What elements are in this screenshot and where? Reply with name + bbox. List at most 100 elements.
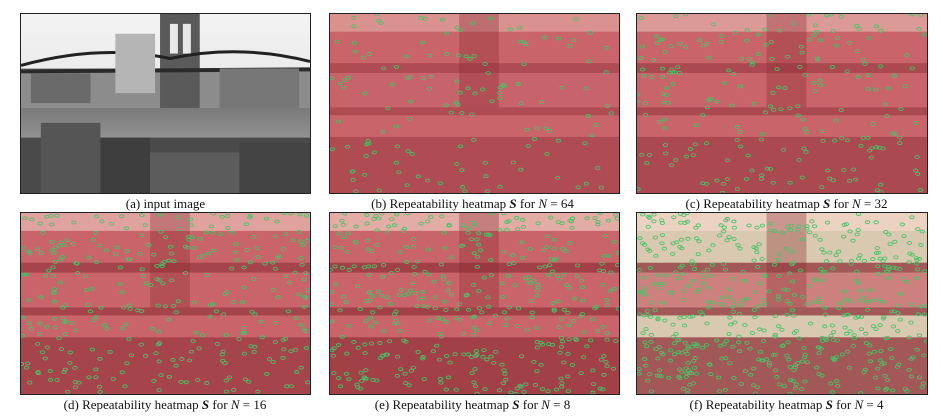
- keypoint-marker: [196, 346, 202, 351]
- keypoint-marker: [685, 284, 692, 288]
- keypoint-marker: [902, 387, 909, 391]
- keypoint-marker: [360, 55, 367, 60]
- keypoint-marker: [270, 360, 276, 365]
- keypoint-marker: [64, 389, 71, 394]
- keypoint-marker: [463, 54, 469, 59]
- keypoint-marker: [743, 177, 750, 182]
- keypoint-marker: [685, 236, 691, 241]
- keypoint-marker: [797, 268, 803, 273]
- keypoint-marker: [660, 352, 666, 357]
- keypoint-marker: [677, 315, 683, 320]
- keypoint-marker: [67, 361, 73, 365]
- keypoint-marker: [330, 302, 335, 307]
- caption-label: (b): [371, 196, 387, 211]
- keypoint-marker: [750, 383, 757, 388]
- keypoint-marker: [641, 73, 647, 78]
- keypoint-marker: [434, 343, 440, 348]
- keypoint-marker: [376, 216, 382, 221]
- keypoint-marker: [566, 323, 572, 328]
- keypoint-marker: [159, 262, 165, 267]
- keypoint-marker: [142, 223, 148, 228]
- caption-label: (f): [689, 397, 703, 412]
- keypoint-marker: [858, 391, 864, 394]
- keypoint-marker: [603, 70, 609, 75]
- keypoint-marker: [642, 100, 649, 105]
- keypoint-marker: [339, 334, 345, 339]
- keypoint-marker: [496, 388, 503, 393]
- heatmap-svg: [330, 14, 619, 193]
- keypoint-marker: [196, 255, 203, 260]
- keypoint-marker: [159, 264, 165, 269]
- keypoint-marker: [821, 250, 827, 255]
- keypoint-marker: [474, 328, 480, 333]
- keypoint-marker: [656, 273, 662, 278]
- keypoint-marker: [896, 362, 902, 367]
- keypoint-marker: [453, 387, 459, 392]
- keypoint-marker: [578, 278, 585, 283]
- keypoint-marker: [882, 387, 889, 392]
- keypoint-marker: [751, 366, 757, 371]
- keypoint-marker: [389, 217, 395, 222]
- keypoint-marker: [394, 213, 400, 217]
- keypoint-marker: [656, 345, 662, 350]
- keypoint-marker: [459, 111, 465, 115]
- keypoint-marker: [407, 75, 413, 80]
- keypoint-marker: [768, 221, 774, 226]
- keypoint-marker: [182, 244, 189, 249]
- keypoint-marker: [545, 273, 552, 278]
- keypoint-marker: [694, 344, 700, 349]
- keypoint-marker: [294, 370, 300, 375]
- keypoint-marker: [648, 300, 655, 305]
- keypoint-marker: [175, 299, 181, 304]
- keypoint-marker: [247, 213, 253, 218]
- keypoint-marker: [780, 147, 787, 152]
- keypoint-marker: [156, 388, 162, 393]
- keypoint-marker: [592, 306, 598, 311]
- keypoint-marker: [139, 233, 145, 238]
- keypoint-marker: [811, 224, 818, 229]
- keypoint-marker: [697, 38, 703, 42]
- caption-a: (a) input image: [20, 196, 311, 212]
- keypoint-marker: [496, 91, 502, 95]
- keypoint-marker: [786, 271, 793, 276]
- keypoint-marker: [595, 222, 601, 227]
- keypoint-marker: [148, 283, 154, 288]
- keypoint-marker: [675, 338, 681, 343]
- keypoint-marker: [560, 246, 566, 251]
- keypoint-marker: [795, 113, 801, 118]
- keypoint-marker: [499, 281, 505, 286]
- keypoint-marker: [497, 96, 503, 100]
- keypoint-marker: [544, 234, 551, 239]
- keypoint-marker: [330, 353, 336, 358]
- keypoint-marker: [671, 341, 678, 346]
- keypoint-marker: [62, 320, 68, 325]
- keypoint-marker: [682, 14, 689, 17]
- keypoint-marker: [242, 377, 249, 382]
- keypoint-marker: [637, 236, 643, 241]
- keypoint-marker: [875, 264, 881, 269]
- keypoint-marker: [870, 257, 876, 261]
- keypoint-marker: [604, 331, 610, 335]
- keypoint-marker: [751, 258, 757, 263]
- keypoint-marker: [731, 72, 737, 77]
- keypoint-marker: [748, 372, 754, 377]
- keypoint-marker: [757, 281, 763, 286]
- keypoint-marker: [504, 316, 510, 321]
- keypoint-marker: [673, 158, 679, 163]
- keypoint-marker: [793, 365, 799, 370]
- keypoint-marker: [365, 238, 371, 243]
- keypoint-marker: [796, 224, 802, 229]
- keypoint-marker: [762, 273, 768, 278]
- keypoint-marker: [799, 386, 805, 391]
- keypoint-marker: [240, 326, 247, 330]
- keypoint-marker: [752, 290, 759, 295]
- keypoint-marker: [731, 225, 737, 230]
- keypoint-marker: [811, 300, 818, 304]
- keypoint-marker: [374, 228, 380, 233]
- keypoint-marker: [523, 42, 529, 47]
- keypoint-marker: [724, 158, 731, 163]
- keypoint-marker: [602, 234, 608, 238]
- keypoint-marker: [46, 268, 52, 273]
- keypoint-marker: [833, 43, 839, 48]
- keypoint-marker: [759, 257, 765, 261]
